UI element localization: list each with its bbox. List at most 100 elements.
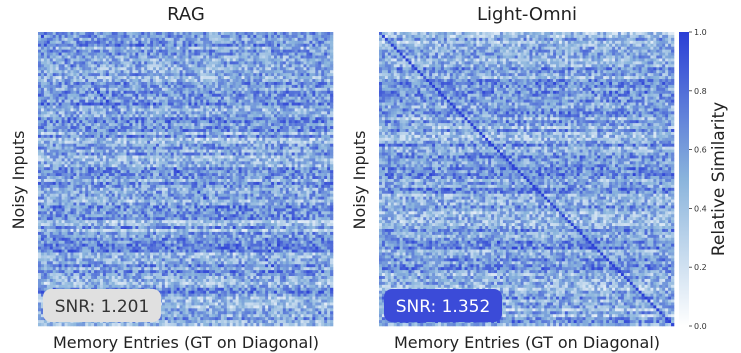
heatmap-cell [206,117,210,121]
heatmap-cell [188,102,192,106]
heatmap-cell [173,146,177,150]
heatmap-cell [220,143,225,147]
heatmap-cell [262,161,266,165]
heatmap-cell [182,146,186,150]
heatmap-cell [247,99,251,103]
heatmap-cell [203,34,207,39]
heatmap-cell [179,176,183,180]
heatmap-cell [61,55,65,59]
heatmap-cell [200,140,204,145]
heatmap-cell [226,108,231,112]
heatmap-cell [226,43,231,47]
heatmap-cell [271,126,275,130]
heatmap-cell [268,67,272,71]
heatmap-cell [229,111,233,115]
heatmap-cell [291,76,295,80]
heatmap-cell [111,120,115,124]
heatmap-cell [52,84,56,89]
heatmap-cell [315,32,319,36]
heatmap-cell [70,84,74,89]
heatmap-cell [241,84,245,89]
heatmap-cell [241,90,245,95]
heatmap-cell [73,64,77,68]
heatmap-cell [327,79,331,83]
heatmap-cell [300,67,304,71]
heatmap-cell [94,52,98,56]
heatmap-cell [223,173,228,177]
heatmap-cell [309,155,313,159]
heatmap-cell [135,90,139,95]
heatmap-cell [40,93,45,97]
heatmap-cell [309,32,313,36]
heatmap-cell [235,105,239,109]
heatmap-cell [220,58,225,62]
heatmap-cell [38,149,42,153]
heatmap-cell [176,52,180,56]
heatmap-cell [200,149,204,153]
heatmap-cell [229,155,233,159]
heatmap-cell [70,120,74,124]
heatmap-cell [164,79,169,83]
heatmap-cell [70,79,74,83]
heatmap-cell [153,105,157,109]
heatmap-cell [120,81,124,86]
heatmap-cell [274,120,278,124]
heatmap-cell [91,32,95,36]
heatmap-cell [191,105,195,109]
heatmap-cell [330,155,334,159]
heatmap-cell [158,167,163,171]
heatmap-cell [173,79,177,83]
heatmap-cell [43,126,48,130]
heatmap-cell [268,96,272,100]
heatmap-cell [52,108,56,112]
heatmap-cell [265,131,269,136]
heatmap-cell [79,137,83,142]
heatmap-cell [291,70,295,74]
heatmap-cell [138,108,142,112]
heatmap-cell [282,176,287,180]
heatmap-cell [312,84,316,89]
heatmap-cell [285,93,290,97]
heatmap-cell [191,120,195,124]
heatmap-cell [158,58,163,62]
heatmap-cell [55,34,59,39]
heatmap-cell [173,129,177,133]
heatmap-cell [229,161,233,165]
heatmap-cell [111,64,115,68]
heatmap-cell [312,131,316,136]
heatmap-cell [147,58,151,62]
heatmap-cell [203,146,207,150]
heatmap-cell [271,114,275,118]
heatmap-cell [262,102,266,106]
heatmap-cell [102,40,107,45]
heatmap-cell [82,93,86,97]
heatmap-cell [185,164,189,168]
heatmap-cell [102,143,107,147]
heatmap-cell [271,176,275,180]
heatmap-cell [265,61,269,65]
heatmap-cell [244,61,248,65]
heatmap-cell [144,40,148,45]
heatmap-cell [135,84,139,89]
heatmap-cell [188,87,192,92]
heatmap-cell [158,32,163,36]
heatmap-cell [164,167,169,171]
heatmap-cell [129,34,133,39]
heatmap-cell [61,99,65,103]
heatmap-cell [194,126,198,130]
heatmap-cell [206,149,210,153]
heatmap-cell [253,67,257,71]
heatmap-cell [321,43,325,47]
heatmap-cell [306,146,310,150]
heatmap-cell [259,155,263,159]
heatmap-cell [253,114,257,118]
heatmap-cell [285,58,290,62]
heatmap-cell [58,170,62,174]
heatmap-cell [285,43,290,47]
heatmap-cell [291,131,295,136]
heatmap-cell [117,76,121,80]
heatmap-cell [312,176,316,180]
heatmap-cell [46,152,51,156]
heatmap-cell [274,123,278,127]
heatmap-cell [67,131,71,136]
